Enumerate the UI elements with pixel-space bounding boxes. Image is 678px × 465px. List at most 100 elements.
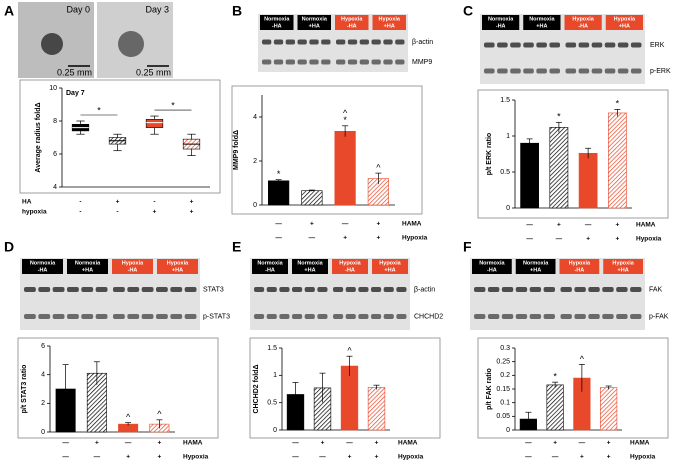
blot-band [536, 68, 547, 74]
lane-label: Normoxia [479, 260, 505, 266]
blot-band [127, 287, 140, 292]
blot-band [38, 314, 51, 319]
lane-label-box [157, 259, 198, 274]
blot-band [113, 287, 125, 292]
significance-label: * [616, 99, 620, 109]
lane-label-box [67, 259, 108, 274]
significance-label: * [277, 169, 281, 179]
band-label: p-ERK [650, 68, 671, 75]
blot-band [304, 287, 315, 292]
condition-sign: + [153, 209, 157, 216]
panel-letter: B [232, 3, 242, 19]
blot-band [604, 42, 616, 48]
plot-frame [17, 337, 219, 439]
blot-band [591, 42, 603, 48]
blot-band [52, 314, 65, 319]
lane-label-box [292, 259, 328, 274]
blot-band [113, 314, 125, 319]
condition-sign: + [116, 199, 120, 206]
lane-label: Hypoxia [122, 260, 144, 266]
condition-sign: — [62, 440, 69, 447]
significance-label: ^ [580, 354, 585, 364]
blot-band [297, 39, 307, 45]
y-tick-label: 0 [273, 427, 277, 434]
blot-band [333, 287, 344, 292]
condition-sign: + [157, 440, 161, 447]
blot-band [262, 39, 272, 45]
lane-label: Hypoxia [612, 260, 634, 266]
panel-letter: A [4, 3, 14, 19]
lane-label-box [22, 259, 63, 274]
blot-band [523, 42, 534, 48]
lane-label: Hypoxia [569, 260, 591, 266]
significance-label: * [171, 100, 175, 110]
blot-band [262, 59, 272, 65]
panel-letter: E [232, 239, 241, 255]
blot-band [602, 314, 614, 319]
blot-band [170, 314, 183, 319]
blot-band [279, 287, 290, 292]
significance-label: * [553, 372, 557, 382]
lane-label: -HA [574, 267, 584, 273]
lane-label-box [603, 259, 643, 274]
blot-band [630, 42, 642, 48]
band-label: CHCHD2 [414, 313, 443, 320]
blot-band [141, 287, 154, 292]
significance-label: ^ [157, 409, 162, 419]
bar [520, 142, 539, 209]
lane-label: +HA [309, 23, 320, 29]
blot-band [292, 314, 303, 319]
condition-sign: + [190, 209, 194, 216]
panel-letter: D [4, 239, 14, 255]
blot-band [254, 287, 265, 292]
y-tick-label: 2 [253, 158, 257, 165]
lane-label: Hypoxia [339, 260, 361, 266]
band-label: STAT3 [203, 286, 224, 293]
y-tick-label: 1 [506, 133, 510, 140]
y-axis-label: p/t FAK ratio [486, 368, 493, 410]
blot-band [347, 59, 358, 65]
blot-band [358, 287, 369, 292]
blot-band [371, 59, 381, 65]
image-label: Day 3 [145, 4, 169, 14]
blot-band [38, 287, 51, 292]
band-label: β-actin [412, 39, 433, 46]
blot-band [170, 287, 183, 292]
condition-sign: + [376, 235, 380, 242]
lane-label-box [523, 15, 561, 30]
significance-label: ^ [376, 162, 381, 172]
blot-band [141, 314, 154, 319]
condition-sign: — [552, 454, 559, 461]
blot-band [371, 314, 382, 319]
blot-band [266, 314, 277, 319]
lane-label-box [260, 15, 294, 30]
lane-label: Normoxia [264, 16, 290, 22]
lane-label: +HA [304, 267, 315, 273]
y-tick-label: 1.5 [267, 345, 277, 352]
image-label: Day 0 [66, 4, 90, 14]
blot-band [484, 42, 495, 48]
blot-band [560, 287, 572, 292]
blot-band [67, 314, 79, 319]
condition-sign: — [309, 235, 316, 242]
lane-label: -HA [272, 23, 282, 29]
band-label: MMP9 [412, 59, 432, 66]
band-label: p-FAK [649, 313, 669, 320]
lane-label: Hypoxia [167, 260, 189, 266]
blot-band [333, 314, 344, 319]
lane-label: Normoxia [529, 16, 555, 22]
condition-name: HAMA [183, 440, 203, 447]
blot-band [321, 39, 331, 45]
condition-sign: — [342, 221, 349, 228]
condition-sign: — [275, 221, 282, 228]
blot-band [383, 287, 394, 292]
condition-sign: + [348, 454, 352, 461]
y-tick-label: 1.5 [500, 97, 510, 104]
blot-band [617, 42, 629, 48]
lane-label-box [112, 259, 153, 274]
blot-band [630, 68, 642, 74]
blot-band [543, 314, 555, 319]
blot-band [359, 59, 369, 65]
scale-label: 0.25 mm [57, 67, 92, 77]
y-tick-label: 10 [49, 85, 57, 92]
